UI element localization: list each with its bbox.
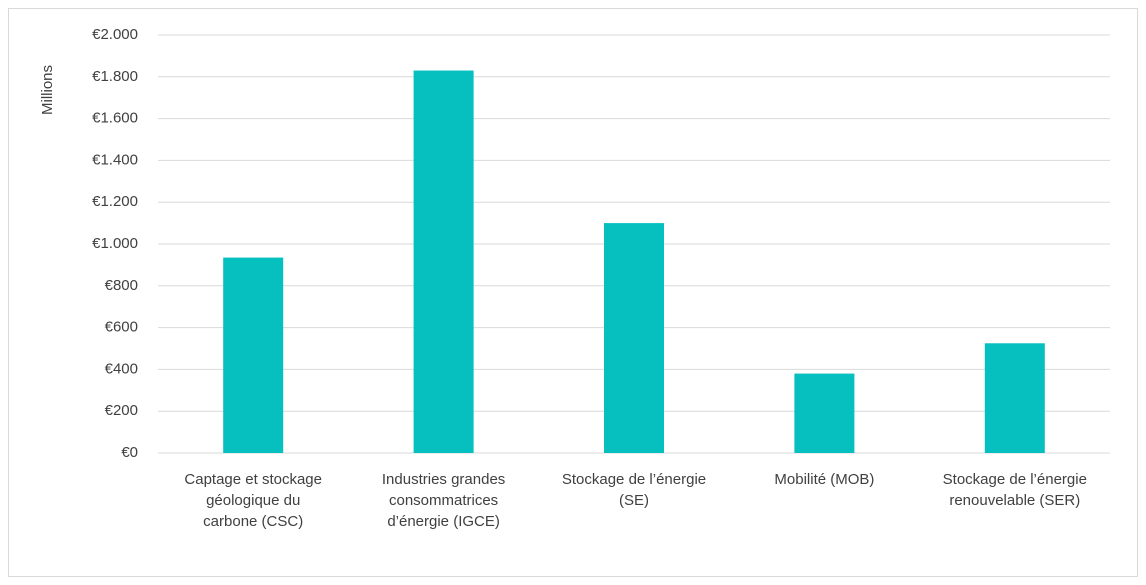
y-tick-label: €400 xyxy=(105,360,138,377)
y-tick-label: €1.000 xyxy=(92,235,138,252)
x-tick-label: Captage et stockage géologique du carbone … xyxy=(184,471,322,530)
y-tick-label: €0 xyxy=(121,444,138,461)
y-tick-label: €1.400 xyxy=(92,151,138,168)
x-tick-label: Industries grandes consommatrices d’énergi… xyxy=(382,471,505,530)
y-tick-label: €1.200 xyxy=(92,193,138,210)
y-tick-label: €1.600 xyxy=(92,110,138,127)
x-tick-label: Stockage de l’énergie (SE) xyxy=(562,471,706,509)
bar xyxy=(794,373,855,453)
chart-border xyxy=(8,8,1138,577)
y-tick-label: €800 xyxy=(105,277,138,294)
y-tick-label: €600 xyxy=(105,319,138,336)
y-tick-label: €2.000 xyxy=(92,26,138,43)
x-tick-label: Stockage de l’énergie renouvelable (SER) xyxy=(943,471,1087,509)
x-tick-label: Mobilité (MOB) xyxy=(774,471,874,488)
bar xyxy=(223,257,284,453)
y-tick-label: €200 xyxy=(105,402,138,419)
bar xyxy=(604,223,664,453)
y-axis-label: Millions xyxy=(39,65,56,115)
y-tick-label: €1.800 xyxy=(92,68,138,85)
bar xyxy=(984,343,1045,453)
bar xyxy=(413,70,474,453)
